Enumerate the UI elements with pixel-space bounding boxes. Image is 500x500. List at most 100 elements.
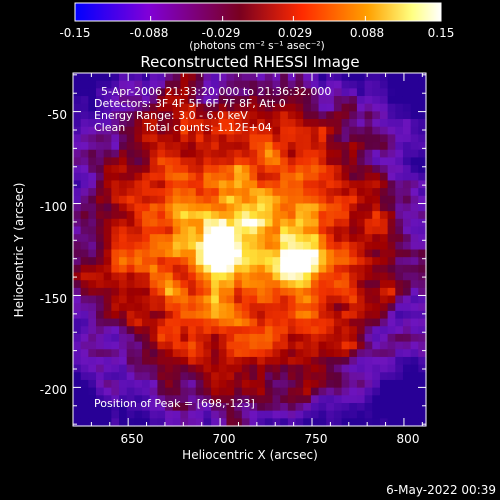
heatmap-cell <box>418 303 427 312</box>
heatmap-cell <box>119 142 128 151</box>
heatmap-cell <box>272 188 281 197</box>
heatmap-cell <box>333 142 343 151</box>
heatmap-cell <box>211 103 220 112</box>
heatmap-cell <box>96 188 105 197</box>
heatmap-cell <box>410 203 419 212</box>
heatmap-cell <box>241 103 251 112</box>
heatmap-cell <box>88 218 97 228</box>
heatmap-cell <box>241 257 251 266</box>
heatmap-cell <box>134 134 143 143</box>
heatmap-cell <box>88 257 97 266</box>
heatmap-cell <box>387 318 396 327</box>
heatmap-cell <box>318 303 327 312</box>
heatmap-cell <box>272 88 281 97</box>
heatmap-cell <box>126 287 135 297</box>
heatmap-cell <box>249 73 258 82</box>
heatmap-cell <box>96 272 105 281</box>
heatmap-cell <box>379 264 389 274</box>
heatmap-cell <box>287 111 297 120</box>
heatmap-cell <box>372 264 381 274</box>
heatmap-cell <box>287 410 297 419</box>
heatmap-cell <box>372 111 381 120</box>
heatmap-cell <box>395 287 404 297</box>
heatmap-cell <box>80 111 89 120</box>
heatmap-cell <box>333 96 343 105</box>
heatmap-cell <box>103 142 112 151</box>
heatmap-cell <box>341 142 350 151</box>
heatmap-cell <box>172 80 182 89</box>
heatmap-cell <box>203 372 212 381</box>
heatmap-cell <box>172 318 182 327</box>
heatmap-cell <box>111 149 120 159</box>
heatmap-cell <box>418 188 427 197</box>
heatmap-cell <box>157 203 166 212</box>
heatmap-cell <box>310 310 320 320</box>
heatmap-cell <box>157 387 166 396</box>
heatmap-cell <box>264 379 274 389</box>
heatmap-cell <box>80 103 89 112</box>
heatmap-cell <box>96 295 105 304</box>
heatmap-cell <box>88 103 97 112</box>
heatmap-cell <box>88 303 97 312</box>
heatmap-cell <box>326 356 335 366</box>
heatmap-cell <box>88 241 97 251</box>
heatmap-cell <box>165 310 174 320</box>
heatmap-cell <box>218 356 228 366</box>
heatmap-cell <box>356 142 366 151</box>
heatmap-cell <box>257 318 266 327</box>
heatmap-cell <box>103 172 112 182</box>
heatmap-cell <box>96 142 105 151</box>
heatmap-cell <box>356 372 366 381</box>
heatmap-cell <box>310 126 320 135</box>
heatmap-cell <box>188 295 197 304</box>
heatmap-cell <box>264 172 274 182</box>
heatmap-cell <box>103 73 112 82</box>
heatmap-cell <box>295 356 304 366</box>
heatmap-cell <box>402 356 412 366</box>
heatmap-cell <box>126 310 135 320</box>
heatmap-cell <box>303 303 312 312</box>
heatmap-cell <box>203 218 212 228</box>
heatmap-cell <box>111 218 120 228</box>
heatmap-cell <box>303 234 312 243</box>
heatmap-cell <box>356 165 366 174</box>
heatmap-cell <box>295 165 304 174</box>
heatmap-cell <box>241 180 251 189</box>
heatmap-cell <box>241 349 251 358</box>
heatmap-cell <box>103 149 112 159</box>
heatmap-cell <box>226 364 235 373</box>
heatmap-cell <box>318 272 327 281</box>
heatmap-cell <box>172 303 182 312</box>
heatmap-cell <box>326 333 335 343</box>
heatmap-cell <box>111 111 120 120</box>
heatmap-cell <box>387 188 396 197</box>
heatmap-cell <box>333 356 343 366</box>
heatmap-cell <box>180 88 189 97</box>
heatmap-cell <box>318 157 327 166</box>
heatmap-cell <box>249 172 258 182</box>
heatmap-cell <box>172 310 182 320</box>
heatmap-cell <box>310 172 320 182</box>
heatmap-cell <box>126 418 135 427</box>
heatmap-cell <box>280 134 289 143</box>
heatmap-cell <box>310 226 320 235</box>
heatmap-cell <box>395 418 404 427</box>
total-counts: Total counts: 1.12E+04 <box>143 121 272 134</box>
heatmap-cell <box>119 364 128 373</box>
heatmap-cell <box>111 88 120 97</box>
heatmap-cell <box>96 157 105 166</box>
heatmap-cell <box>249 195 258 205</box>
heatmap-cell <box>195 180 205 189</box>
heatmap-cell <box>142 188 151 197</box>
heatmap-cell <box>257 272 266 281</box>
heatmap-cell <box>126 73 135 82</box>
heatmap-cell <box>257 149 266 159</box>
heatmap-cell <box>218 310 228 320</box>
heatmap-cell <box>402 149 412 159</box>
heatmap-cell <box>134 157 143 166</box>
heatmap-cell <box>180 188 189 197</box>
heatmap-cell <box>287 402 297 412</box>
heatmap-cell <box>264 234 274 243</box>
heatmap-cell <box>218 203 228 212</box>
heatmap-cell <box>326 111 335 120</box>
